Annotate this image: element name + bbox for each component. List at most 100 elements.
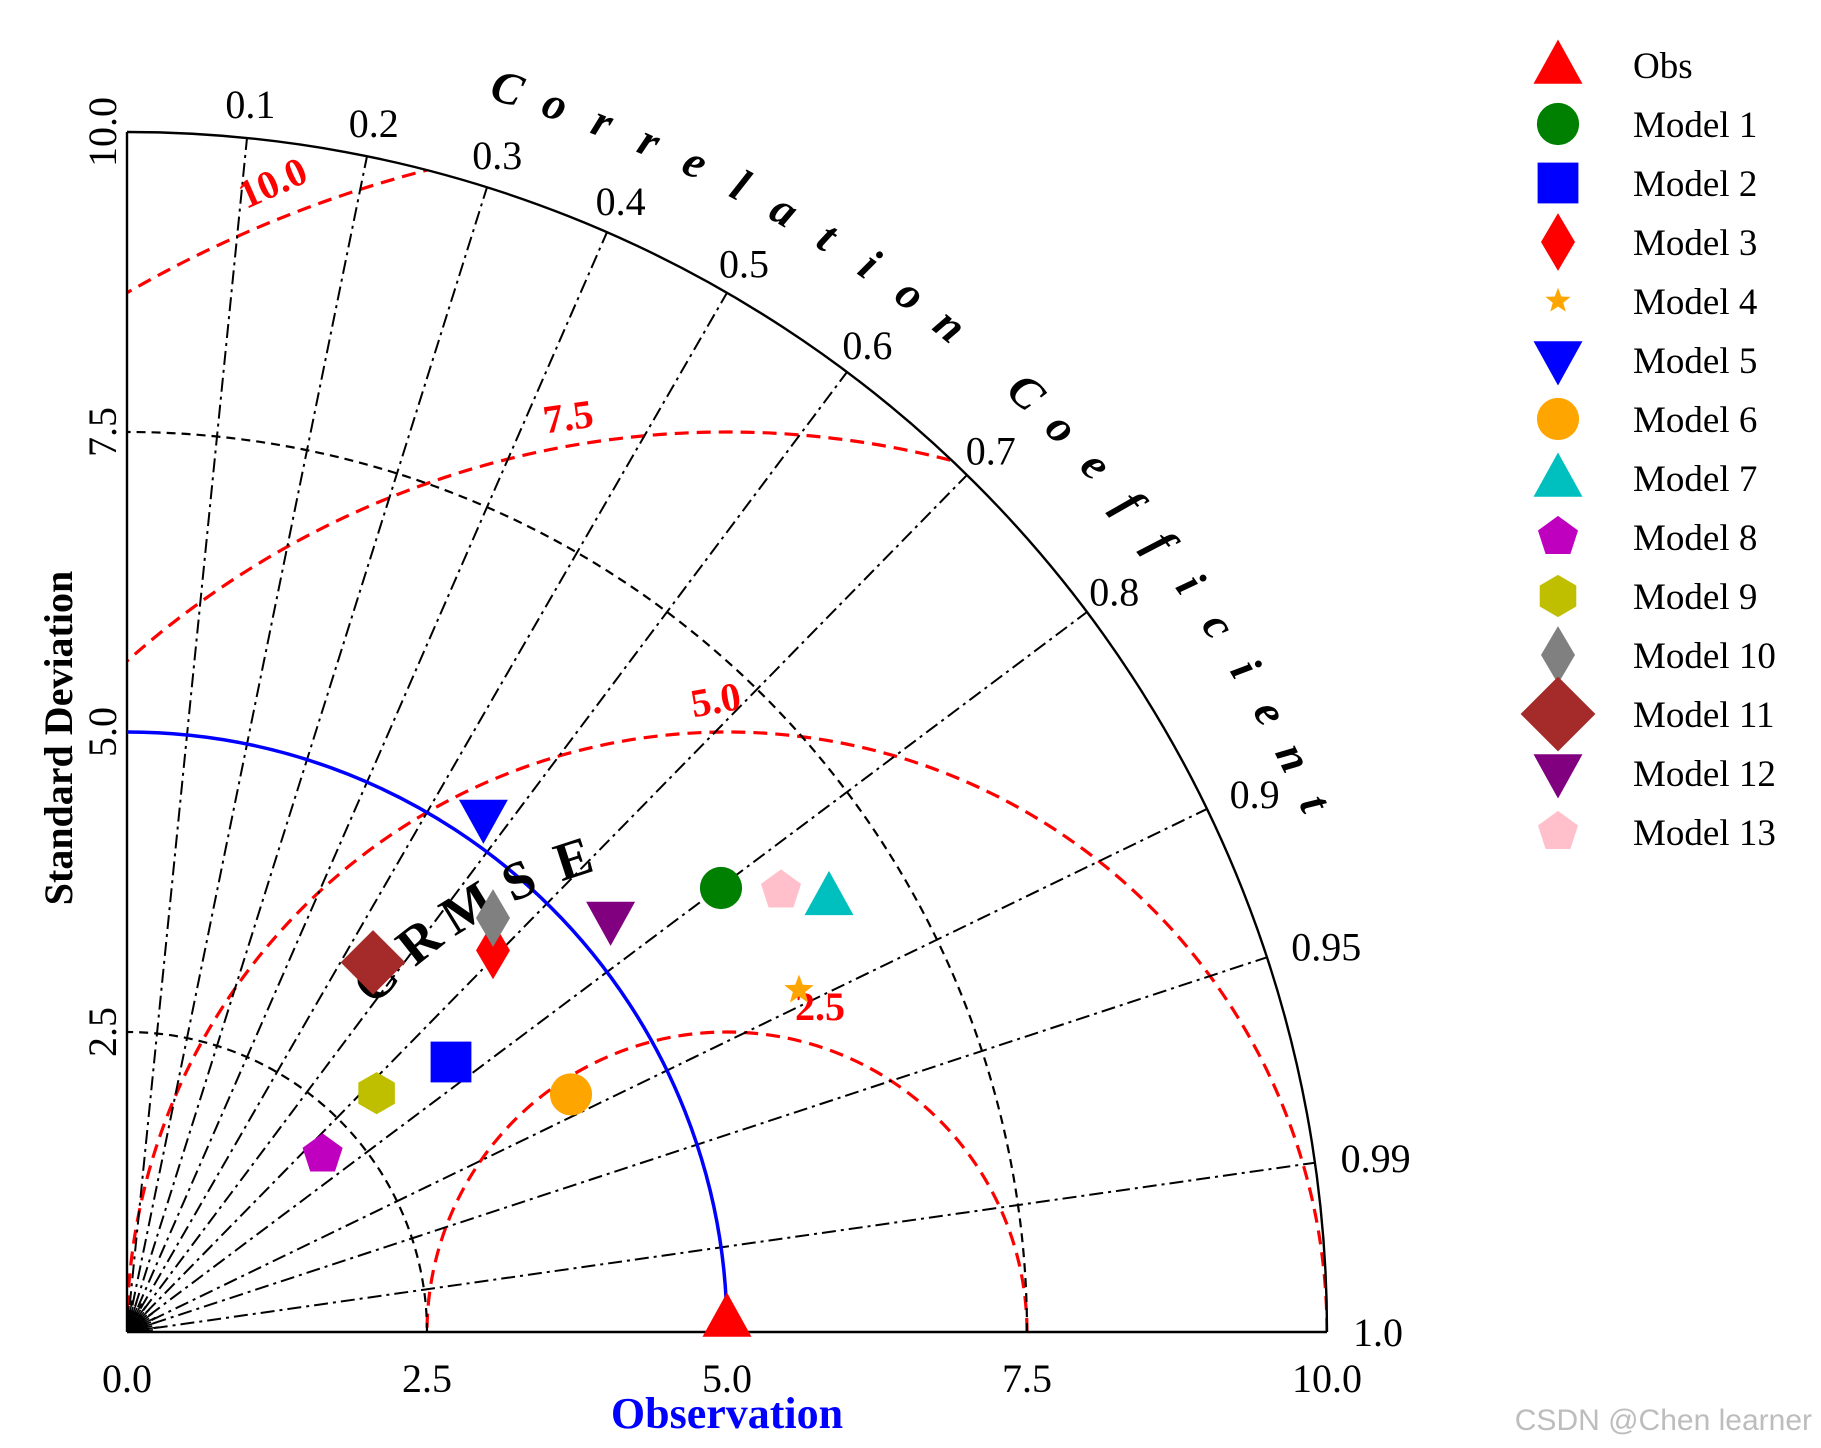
reference-arc [126, 730, 729, 1333]
corr-tick-label: 0.9 [1230, 772, 1280, 817]
x-tick-label: 5.0 [702, 1356, 752, 1401]
legend-marker-model-12 [1533, 754, 1583, 799]
corr-tick-label: 0.1 [225, 82, 275, 127]
legend-label-model-10: Model 10 [1633, 636, 1776, 677]
legend-marker-model-5 [1533, 341, 1583, 386]
model-6-point [549, 1073, 593, 1116]
corr-axis-label-char: t [1290, 787, 1342, 821]
legend-marker-model-9 [1539, 574, 1577, 618]
legend-label-model-2: Model 2 [1633, 164, 1757, 205]
legend-label-model-8: Model 8 [1633, 518, 1757, 559]
rmse-level-label: 10.0 [231, 148, 313, 218]
y-tick-label: 7.5 [80, 407, 125, 457]
corr-axis-label-char: C [485, 59, 531, 117]
model-12-point [586, 901, 636, 946]
legend-label-model-11: Model 11 [1633, 695, 1774, 736]
legend-marker-model-13 [1537, 810, 1579, 850]
axis-tick-labels: 0.0 2.5 2.5 5.0 5.0 7.5 7.5 10.0 10.0 0.1 0.2 0.3 0.… [80, 82, 1411, 1401]
corr-axis-label-char: i [1166, 563, 1215, 603]
x-tick-label: 0.0 [102, 1356, 152, 1401]
legend-label-model-13: Model 13 [1633, 813, 1776, 854]
watermark: CSDN @Chen learner [1515, 1404, 1812, 1437]
corr-axis-label-char: a [762, 182, 808, 238]
legend-marker-model-2 [1537, 162, 1579, 204]
corr-axis-label-char: i [1221, 650, 1271, 687]
corr-tick-label: 0.95 [1291, 925, 1361, 970]
model-5-point [458, 799, 508, 844]
corr-axis-label-char: n [1265, 734, 1322, 779]
model-3-point [476, 921, 510, 980]
corr-tick-label: 0.99 [1341, 1136, 1411, 1181]
corr-axis-label-char: c [1192, 603, 1246, 648]
model-2-point [430, 1041, 472, 1083]
corr-axis-label-char: C [998, 363, 1056, 422]
legend-marker-model-3 [1541, 213, 1575, 271]
legend: Obs Model 1 Model 2 Model 3 Model 4 Model 5 Mo… [1520, 39, 1776, 854]
y-tick-label: 2.5 [80, 1007, 125, 1057]
rmse-axis-label-char: E [547, 825, 600, 893]
rmse-level-label: 7.5 [540, 391, 596, 443]
x-axis-label: Observation [611, 1389, 843, 1438]
corr-axis-label-char: n [924, 297, 976, 353]
corr-axis-label-char: o [1036, 402, 1089, 454]
y-tick-label: 10.0 [80, 97, 125, 167]
legend-label-model-3: Model 3 [1633, 223, 1757, 264]
legend-marker-model-11 [1520, 676, 1596, 752]
legend-marker-obs [1533, 39, 1583, 84]
rmse-contour-3 [127, 430, 1327, 1332]
model-7-point [804, 870, 854, 916]
origin-fine-arc [126, 1315, 144, 1333]
corr-axis-label-char: e [675, 134, 716, 189]
outer-arc [126, 130, 1329, 1333]
model-9-point [358, 1072, 395, 1115]
model-8-point [302, 1133, 343, 1172]
corr-axis-label-char: o [886, 266, 935, 321]
corr-axis-label-char: l [723, 159, 759, 210]
rmse-level-label: 5.0 [687, 673, 744, 726]
x-tick-label: 7.5 [1002, 1356, 1052, 1401]
legend-marker-model-10 [1541, 626, 1575, 684]
corr-axis-label-char: o [536, 76, 575, 132]
obs-point [702, 1292, 752, 1337]
corr-tick-label: 0.7 [966, 429, 1016, 474]
model-10-point [476, 889, 510, 947]
legend-marker-model-7 [1533, 452, 1583, 497]
corr-tick-label: 0.6 [842, 323, 892, 368]
corr-tick-label: 0.5 [719, 241, 769, 286]
legend-marker-model-8 [1537, 515, 1579, 555]
corr-axis-label-char: e [1243, 691, 1298, 733]
corr-axis-label-char: f [1105, 481, 1157, 529]
corr-axis-label-char: i [850, 239, 890, 288]
legend-label-model-12: Model 12 [1633, 754, 1776, 795]
legend-label-obs: Obs [1633, 46, 1693, 87]
model-13-point [760, 869, 802, 908]
legend-label-model-1: Model 1 [1633, 105, 1757, 146]
legend-label-model-9: Model 9 [1633, 577, 1757, 618]
std-circles [126, 430, 1029, 1333]
rmse-contour-2 [127, 730, 1327, 1332]
legend-label-model-5: Model 5 [1633, 341, 1757, 382]
corr-axis-label-char: r [631, 114, 669, 168]
legend-marker-model-1 [1536, 102, 1580, 146]
rmse-contour-1 [425, 1030, 1029, 1332]
corr-tick-label: 0.2 [349, 101, 399, 146]
y-tick-label: 5.0 [80, 707, 125, 757]
model-4-point [784, 974, 814, 1003]
corr-tick-label: 0.8 [1089, 570, 1139, 615]
origin-fine-arc [126, 1319, 140, 1333]
legend-label-model-6: Model 6 [1633, 400, 1757, 441]
x-tick-label: 10.0 [1292, 1356, 1362, 1401]
legend-marker-model-4 [1545, 287, 1571, 312]
origin-fine-arc [126, 1311, 148, 1333]
y-axis-label: Standard Deviation [36, 571, 81, 906]
corr-axis-label-char: f [1136, 521, 1189, 568]
reference-std-arc [126, 730, 729, 1333]
corr-tick-label: 0.4 [596, 179, 646, 224]
std-circle-2 [126, 430, 1029, 1333]
rmse-contours [127, 132, 1327, 1332]
corr-tick-label: 0.3 [472, 133, 522, 178]
legend-label-model-4: Model 4 [1633, 282, 1757, 323]
corr-axis-label-char: t [809, 211, 848, 262]
